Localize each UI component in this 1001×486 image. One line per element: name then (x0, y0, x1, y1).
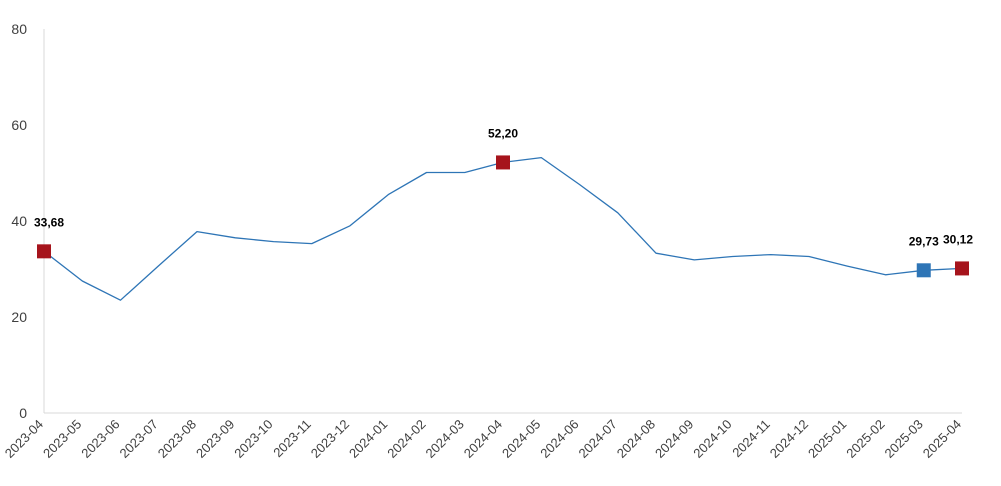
x-tick-label: 2024-12 (767, 417, 811, 461)
y-tick-label: 60 (11, 117, 27, 133)
data-label: 33,68 (34, 215, 64, 229)
x-tick-label: 2024-04 (461, 417, 505, 461)
y-tick-label: 80 (11, 21, 27, 37)
y-axis: 0 20 40 60 80 (11, 21, 45, 421)
x-tick-label: 2023-11 (270, 417, 314, 461)
highlight-marker (496, 155, 510, 170)
x-tick-label: 2023-10 (231, 417, 275, 461)
highlight-marker (916, 263, 931, 278)
data-label: 52,20 (488, 126, 518, 140)
x-tick-label: 2023-09 (193, 417, 237, 461)
y-tick-label: 0 (19, 405, 27, 421)
data-label: 30,12 (943, 232, 973, 246)
x-tick-label: 2024-08 (614, 417, 658, 461)
y-tick-label: 40 (11, 213, 27, 229)
data-label: 29,73 (909, 234, 939, 248)
x-tick-label: 2023-05 (40, 417, 84, 461)
x-tick-label: 2025-03 (882, 417, 926, 461)
x-tick-label: 2024-09 (652, 417, 696, 461)
x-tick-label: 2025-02 (843, 417, 887, 461)
x-tick-label: 2023-12 (308, 417, 352, 461)
x-tick-label: 2024-11 (729, 417, 773, 461)
x-tick-label: 2024-07 (576, 417, 620, 461)
x-tick-label: 2025-01 (805, 417, 849, 461)
x-tick-label: 2024-01 (346, 417, 390, 461)
x-tick-label: 2025-04 (920, 417, 964, 461)
x-tick-label: 2024-10 (690, 417, 734, 461)
x-tick-label: 2023-07 (117, 417, 161, 461)
x-tick-label: 2024-02 (384, 417, 428, 461)
x-tick-label: 2024-06 (537, 417, 581, 461)
x-tick-label: 2023-06 (78, 417, 122, 461)
highlight-markers: 33,68 52,20 29,73 30,12 (34, 126, 973, 278)
highlight-marker (955, 261, 969, 276)
highlight-marker (37, 244, 51, 259)
x-tick-label: 2023-08 (155, 417, 199, 461)
x-tick-label: 2023-04 (2, 417, 46, 461)
series-line (43, 156, 963, 301)
series-group (43, 156, 963, 301)
x-axis: 2023-042023-052023-062023-072023-082023-… (2, 412, 964, 461)
x-tick-label: 2024-03 (423, 417, 467, 461)
x-tick-label: 2024-05 (499, 417, 543, 461)
y-tick-label: 20 (11, 309, 27, 325)
